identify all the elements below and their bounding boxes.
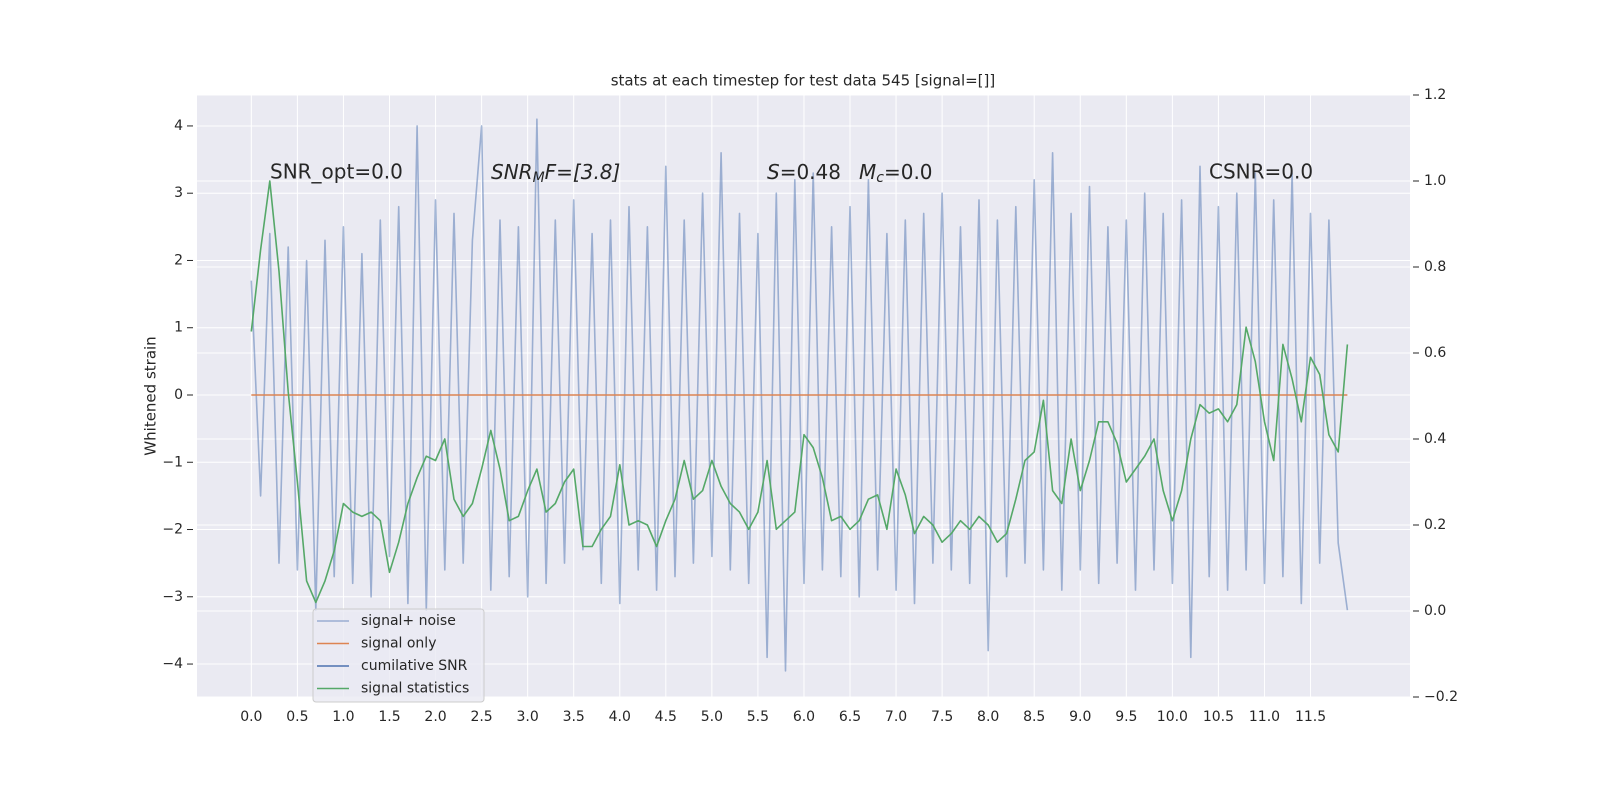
y-tick-label: 0 [174, 387, 183, 403]
annotation-part: SNR [491, 160, 533, 184]
x-tick-label: 11.5 [1295, 709, 1326, 725]
x-tick-label: 4.5 [655, 709, 677, 725]
y-tick-label: −2 [162, 522, 183, 538]
y-tick-label: −4 [162, 656, 183, 672]
annotation-part: =0.48 [780, 160, 841, 184]
y-tick-label: −3 [162, 589, 183, 605]
annotation-part: M [859, 160, 876, 184]
chart-title: stats at each timestep for test data 545… [611, 72, 996, 90]
x-tick-label: 8.5 [1023, 709, 1045, 725]
annotation-part: =0.0 [884, 160, 933, 184]
legend-label: cumilative SNR [361, 658, 468, 674]
annotation: SNR_opt=0.0 [270, 160, 403, 184]
legend-label: signal statistics [361, 681, 469, 697]
annotation: S=0.48 [767, 160, 841, 184]
y-axis-label: Whitened strain [142, 336, 160, 455]
x-tick-label: 5.5 [747, 709, 769, 725]
y-tick-label: 1 [174, 320, 183, 336]
series-line [250, 180, 1349, 604]
x-tick-label: 10.0 [1157, 709, 1188, 725]
y2-tick-label: 0.0 [1424, 603, 1446, 619]
x-tick-label: 10.5 [1203, 709, 1234, 725]
x-tick-label: 7.0 [885, 709, 907, 725]
x-tick-label: 11.0 [1249, 709, 1280, 725]
legend-label: signal only [361, 636, 436, 652]
x-tick-label: 1.0 [332, 709, 354, 725]
x-tick-label: 7.5 [931, 709, 953, 725]
x-tick-label: 9.5 [1115, 709, 1137, 725]
x-tick-label: 6.0 [793, 709, 815, 725]
x-tick-label: 2.5 [470, 709, 492, 725]
x-tick-label: 4.0 [609, 709, 631, 725]
x-tick-label: 9.0 [1069, 709, 1091, 725]
x-tick-label: 2.0 [424, 709, 446, 725]
y-tick-label: 2 [174, 252, 183, 268]
y2-tick-label: 0.4 [1424, 431, 1446, 447]
annotation: SNRMF=[3.8] [491, 160, 620, 187]
annotation-part: c [876, 170, 884, 186]
x-tick-label: 0.0 [240, 709, 262, 725]
y2-tick-label: 0.8 [1424, 259, 1446, 275]
x-tick-label: 6.5 [839, 709, 861, 725]
legend: signal+ noise signal only cumilative SNR si… [312, 608, 485, 703]
x-tick-label: 1.5 [378, 709, 400, 725]
x-tick-label: 3.0 [517, 709, 539, 725]
annotation: CSNR=0.0 [1209, 160, 1313, 184]
annotation-part: M [533, 170, 545, 186]
legend-label: signal+ noise [361, 613, 456, 629]
y-tick-label: 4 [174, 118, 183, 134]
y2-tick-label: 1.2 [1424, 87, 1446, 103]
y2-tick-label: 1.0 [1424, 173, 1446, 189]
legend-box [312, 608, 485, 703]
y2-tick-label: 0.6 [1424, 345, 1446, 361]
annotation-part: F=[3.8] [545, 160, 621, 184]
y-tick-label: 3 [174, 185, 183, 201]
x-tick-label: 8.0 [977, 709, 999, 725]
x-tick-label: 3.5 [563, 709, 585, 725]
annotation: Mc=0.0 [859, 160, 933, 187]
y-tick-label: −1 [162, 454, 183, 470]
annotation-part: S [767, 160, 780, 184]
marks [250, 118, 1349, 672]
y2-tick-label: −0.2 [1424, 689, 1458, 705]
series-line [250, 118, 1349, 672]
x-tick-label: 0.5 [286, 709, 308, 725]
x-tick-label: 5.0 [701, 709, 723, 725]
y2-tick-label: 0.2 [1424, 517, 1446, 533]
